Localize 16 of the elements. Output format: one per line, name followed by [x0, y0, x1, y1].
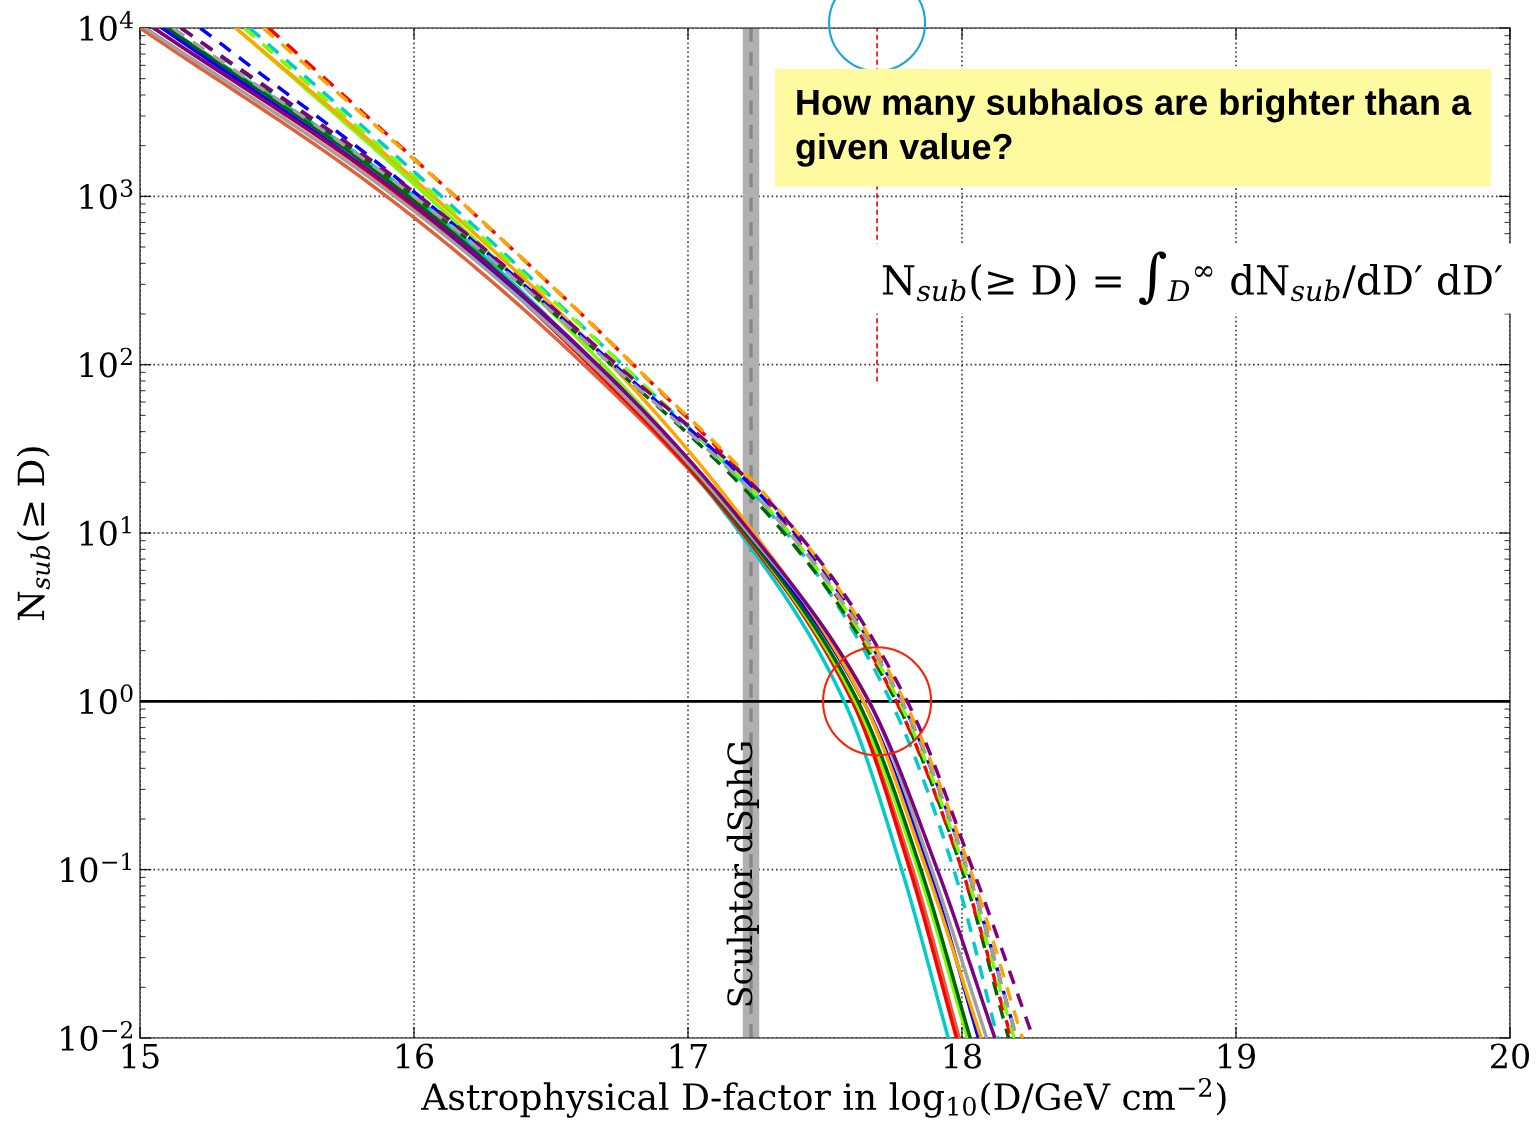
y-tick-label: 10$^{1}$	[80, 516, 131, 546]
x-tick-label: 16	[396, 1043, 434, 1069]
y-tick-label: 10$^{3}$	[80, 179, 133, 210]
y-axis-title: N$_{sub}$(≥ D)	[16, 447, 51, 620]
y-tick-label: 10$^{4}$	[80, 11, 133, 41]
y-tick-label: 10$^{2}$	[80, 347, 132, 378]
x-tick-label: 18	[944, 1043, 981, 1069]
y-tick-label: 10$^{0}$	[80, 684, 133, 715]
band-label: Sculptor dSphG	[726, 742, 759, 1006]
annotation: How many subhalos are brighter than a given value?	[796, 88, 1472, 167]
y-tick-label: 10$^{−1}$	[61, 852, 131, 883]
x-tick-label: 17	[670, 1043, 707, 1069]
x-tick-label: 20	[1491, 1043, 1529, 1069]
annotation: N$_{sub}$(≥ D) = ∫$_{D}$$^{∞}$ dN$_{sub}$/dD′ dD′	[882, 251, 1503, 305]
x-axis-title: Astrophysical D-factor in log$_{10}$(D/GeV cm$^{−2}$)	[421, 1077, 1226, 1118]
x-tick-label: 19	[1218, 1043, 1255, 1069]
